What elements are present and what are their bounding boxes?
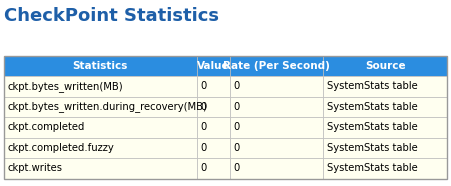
Text: Rate (Per Second): Rate (Per Second) — [223, 61, 330, 71]
Bar — [323, 76, 447, 97]
Text: SystemStats table: SystemStats table — [327, 163, 418, 173]
Bar — [4, 76, 197, 97]
Bar — [4, 97, 197, 117]
Text: SystemStats table: SystemStats table — [327, 81, 418, 92]
Text: ckpt.writes: ckpt.writes — [7, 163, 62, 173]
Bar — [197, 138, 230, 158]
Bar — [230, 117, 323, 138]
Text: 0: 0 — [200, 81, 207, 92]
Text: Value: Value — [197, 61, 230, 71]
Bar — [197, 158, 230, 179]
Text: SystemStats table: SystemStats table — [327, 122, 418, 132]
Text: 0: 0 — [234, 143, 240, 153]
Text: SystemStats table: SystemStats table — [327, 143, 418, 153]
Bar — [4, 158, 197, 179]
Text: 0: 0 — [234, 122, 240, 132]
Bar — [230, 158, 323, 179]
Bar — [230, 138, 323, 158]
Text: ckpt.bytes_written.during_recovery(MB): ckpt.bytes_written.during_recovery(MB) — [7, 102, 207, 112]
Text: 0: 0 — [234, 81, 240, 92]
Text: ckpt.bytes_written(MB): ckpt.bytes_written(MB) — [7, 81, 123, 92]
Bar — [4, 56, 197, 76]
Bar — [197, 117, 230, 138]
Bar — [230, 76, 323, 97]
Text: Statistics: Statistics — [73, 61, 128, 71]
Text: 0: 0 — [234, 163, 240, 173]
Bar — [230, 56, 323, 76]
Bar — [323, 117, 447, 138]
Text: 0: 0 — [200, 102, 207, 112]
Bar — [323, 97, 447, 117]
Text: 0: 0 — [200, 143, 207, 153]
Text: CheckPoint Statistics: CheckPoint Statistics — [4, 7, 219, 25]
Bar — [197, 76, 230, 97]
Bar — [4, 117, 197, 138]
Text: ckpt.completed.fuzzy: ckpt.completed.fuzzy — [7, 143, 114, 153]
Text: SystemStats table: SystemStats table — [327, 102, 418, 112]
Bar — [197, 56, 230, 76]
Text: 0: 0 — [200, 163, 207, 173]
Bar — [323, 56, 447, 76]
Text: 0: 0 — [234, 102, 240, 112]
Bar — [323, 158, 447, 179]
Bar — [4, 138, 197, 158]
Text: Source: Source — [365, 61, 405, 71]
Text: ckpt.completed: ckpt.completed — [7, 122, 85, 132]
Bar — [230, 97, 323, 117]
Bar — [4, 56, 447, 179]
Bar — [323, 138, 447, 158]
Bar — [197, 97, 230, 117]
Text: 0: 0 — [200, 122, 207, 132]
